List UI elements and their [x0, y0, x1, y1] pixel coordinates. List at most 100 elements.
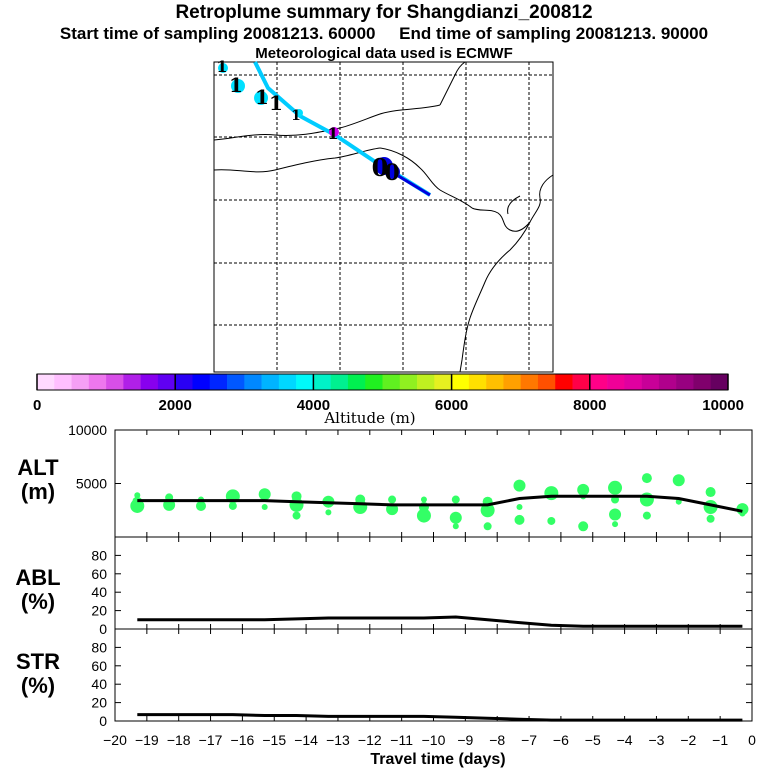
altitude-point [608, 480, 623, 495]
colorbar-swatch [192, 374, 211, 390]
map-frame [213, 61, 554, 373]
panel-frame [114, 536, 753, 630]
y-tick-label: 60 [91, 566, 107, 582]
colorbar-swatch [589, 374, 608, 390]
y-tick-label: 40 [91, 676, 107, 692]
colorbar-tick-label: 2000 [159, 397, 192, 414]
colorbar-swatch [244, 374, 262, 390]
colorbar-swatch [451, 374, 470, 390]
colorbar-tick-label: 6000 [435, 397, 468, 414]
colorbar-swatch [175, 374, 193, 390]
x-tick-label: −14 [294, 732, 318, 748]
altitude-point [578, 521, 589, 532]
y-tick-label: 60 [91, 658, 107, 674]
altitude-point [516, 504, 523, 511]
y-tick-label: 0 [99, 713, 107, 729]
altitude-point [514, 514, 525, 525]
altitude-point [639, 492, 654, 507]
time-series-panels: 500010000ALT(m)020406080ABL(%)020406080S… [15, 422, 756, 768]
x-tick-label: −5 [585, 732, 601, 748]
colorbar-swatch [641, 374, 660, 390]
panel-ylabel: ABL [15, 565, 60, 590]
colorbar-swatch [227, 374, 245, 390]
x-tick-label: 0 [748, 732, 756, 748]
y-tick-label: 5000 [76, 476, 107, 492]
colorbar-swatch [296, 374, 314, 390]
colorbar-swatch [157, 374, 176, 390]
colorbar-axis-label: Altitude (m) [323, 409, 415, 427]
panel-ylabel: STR [16, 649, 60, 674]
colorbar-swatch [555, 374, 573, 390]
x-tick-label: −3 [648, 732, 664, 748]
altitude-point [292, 511, 301, 520]
track-marker [295, 109, 303, 117]
track-marker [218, 63, 228, 73]
colorbar-swatch [434, 374, 452, 390]
x-tick-label: −11 [390, 732, 413, 748]
track-label: 0 [372, 153, 389, 182]
x-tick-label: −20 [103, 732, 127, 748]
altitude-point [577, 483, 590, 496]
altitude-point [706, 514, 715, 523]
colorbar-swatch [209, 374, 228, 390]
colorbar-swatch [37, 374, 55, 390]
colorbar-swatch [123, 374, 141, 390]
x-tick-label: −16 [231, 732, 255, 748]
colorbar-swatch [71, 374, 90, 390]
y-tick-label: 40 [91, 584, 107, 600]
altitude-point [416, 508, 431, 523]
altitude-point [609, 508, 622, 521]
altitude-point [483, 522, 492, 531]
colorbar-tick-label: 0 [33, 397, 41, 414]
x-tick-label: −13 [326, 732, 350, 748]
panel-frame [114, 628, 753, 722]
altitude-point [228, 501, 237, 510]
x-tick-label: −17 [199, 732, 223, 748]
panel-ylabel: ALT [17, 455, 59, 480]
x-tick-label: −6 [553, 732, 569, 748]
mean-altitude-line [137, 494, 743, 513]
altitude-point [130, 498, 145, 513]
colorbar-swatch [572, 374, 591, 390]
colorbar-swatch [710, 374, 729, 390]
x-tick-label: −1 [712, 732, 728, 748]
x-tick-label: −4 [617, 732, 633, 748]
colorbar-swatch [106, 374, 124, 390]
y-tick-label: 0 [99, 621, 107, 637]
colorbar-swatch [607, 374, 625, 390]
y-tick-label: 10000 [68, 422, 107, 438]
altitude-point [672, 474, 685, 487]
map-coastlines [213, 61, 554, 373]
colorbar-swatch [347, 374, 366, 390]
altitude-point [258, 488, 271, 501]
colorbar-swatch [365, 374, 383, 390]
altitude-point [353, 500, 368, 515]
x-tick-label: −7 [521, 732, 537, 748]
colorbar-swatch [503, 374, 521, 390]
altitude-point [261, 504, 268, 511]
x-tick-label: −12 [358, 732, 382, 748]
colorbar-swatch [88, 374, 107, 390]
colorbar-swatch [54, 374, 72, 390]
colorbar-swatch [261, 374, 280, 390]
altitude-point [480, 503, 495, 518]
colorbar-swatch [658, 374, 677, 390]
altitude-point [388, 495, 397, 504]
track-marker [254, 91, 268, 105]
x-tick-label: −2 [680, 732, 696, 748]
panel-ylabel: (%) [21, 673, 55, 698]
colorbar-tick-label: 4000 [297, 397, 330, 414]
altitude-point [612, 521, 619, 528]
altitude-point [547, 516, 556, 525]
altitude-colorbar: 0 2000 4000 6000 8000 10000 Altitude (m) [33, 373, 744, 427]
track-label: 1 [255, 85, 269, 109]
colorbar-swatch [486, 374, 504, 390]
x-tick-label: −10 [422, 732, 446, 748]
colorbar-swatch [330, 374, 349, 390]
altitude-point [325, 509, 332, 516]
panel-frame [114, 429, 753, 538]
x-tick-label: −15 [262, 732, 286, 748]
track-label: 1 [216, 57, 227, 76]
